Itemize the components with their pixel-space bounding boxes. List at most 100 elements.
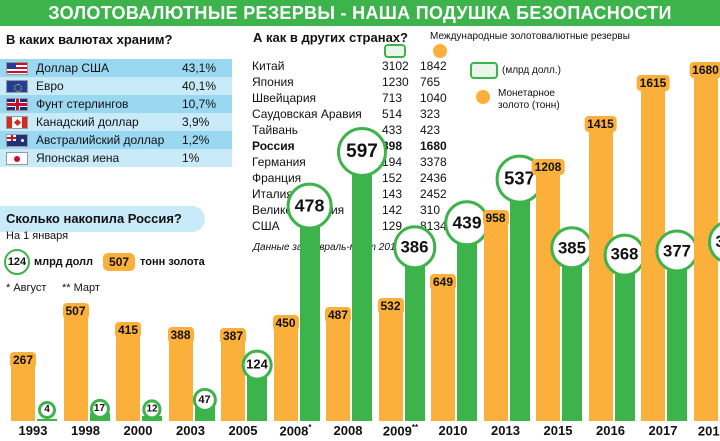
year-label-text: 2015 bbox=[543, 423, 573, 438]
year-label: 2015 bbox=[544, 423, 573, 438]
currency-name: Фунт стерлингов bbox=[36, 97, 129, 111]
world-legend-title: Международные золотовалютные резервы bbox=[430, 31, 630, 42]
russia-legend: 124 млрд долл 507 тонн золота bbox=[4, 249, 205, 275]
country-money: 398 bbox=[382, 139, 403, 153]
currency-share: 1% bbox=[182, 151, 200, 165]
country-gold: 2436 bbox=[420, 171, 447, 185]
gold-bar bbox=[168, 341, 193, 421]
gold-value-label: 388 bbox=[167, 327, 194, 344]
money-value-circle: 597 bbox=[337, 127, 387, 178]
country-gold: 323 bbox=[420, 107, 441, 121]
year-label: 2009** bbox=[383, 423, 418, 438]
currency-row: Доллар США 43,1% bbox=[0, 59, 232, 77]
world-heading: А как в других странах? bbox=[253, 30, 408, 45]
money-value-circle: 12 bbox=[142, 399, 162, 419]
money-bar bbox=[404, 247, 425, 421]
year-label: 2000 bbox=[124, 423, 153, 438]
currency-share: 43,1% bbox=[182, 61, 217, 75]
country-gold: 1040 bbox=[420, 91, 447, 105]
money-bar bbox=[562, 247, 582, 421]
currency-row: Австралийский доллар 1,2% bbox=[0, 131, 232, 149]
country-gold: 1842 bbox=[420, 59, 447, 73]
year-label: 1993 bbox=[19, 423, 48, 438]
year-label: 2008* bbox=[279, 423, 311, 438]
currency-share: 1,2% bbox=[182, 133, 210, 147]
eu-flag-icon bbox=[6, 79, 28, 93]
currency-name: Евро bbox=[36, 79, 64, 93]
currency-row: Евро 40,1% bbox=[0, 77, 232, 95]
gold-legend-pill: 507 bbox=[103, 253, 136, 271]
gold-value-label: 450 bbox=[272, 314, 299, 331]
source-note: Данные за февраль-март 2017 г. bbox=[253, 242, 412, 253]
gold-bar bbox=[273, 328, 298, 421]
money-bar bbox=[509, 179, 530, 421]
money-bar bbox=[37, 419, 57, 421]
legend-money-label: (млрд долл.) bbox=[502, 65, 561, 76]
russia-heading-band bbox=[0, 206, 205, 232]
year-label-text: 2013 bbox=[491, 423, 520, 438]
money-value-circle: 377 bbox=[655, 229, 699, 273]
currency-row: Канадский доллар 3,9% bbox=[0, 113, 232, 131]
year-label-mark: * bbox=[308, 423, 312, 432]
currency-row: Фунт стерлингов 10,7% bbox=[0, 95, 232, 113]
legend-gold-label: Монетарное золото (тонн) bbox=[498, 88, 560, 111]
world-row: Тайвань 433 423 bbox=[252, 122, 460, 138]
country-money: 194 bbox=[382, 155, 403, 169]
gold-coin-icon bbox=[433, 44, 447, 58]
gold-value-label: 507 bbox=[62, 302, 89, 319]
country-name: Швейцария bbox=[252, 91, 317, 105]
gold-value-label: 267 bbox=[9, 352, 37, 369]
uk-flag-icon bbox=[6, 97, 28, 111]
country-money: 129 bbox=[382, 219, 403, 233]
country-money: 713 bbox=[382, 91, 403, 105]
year-label-text: 1998 bbox=[71, 423, 100, 438]
world-row: Саудовская Аравия 514 323 bbox=[252, 106, 460, 122]
money-value-circle: 368 bbox=[603, 234, 646, 277]
country-name: Италия bbox=[252, 187, 293, 201]
country-name: Франция bbox=[252, 171, 302, 185]
money-bar bbox=[667, 251, 687, 421]
world-row: Китай 3102 1842 bbox=[252, 58, 460, 74]
country-name: Германия bbox=[252, 155, 306, 169]
money-legend-circle: 124 bbox=[4, 249, 30, 275]
money-legend-label: млрд долл bbox=[34, 256, 94, 268]
world-table: Китай 3102 1842 Япония 1230 765 Швейцария 713… bbox=[252, 58, 460, 234]
world-row: Италия 143 2452 bbox=[252, 186, 460, 202]
gold-value-label: 487 bbox=[324, 306, 352, 323]
currency-table: Доллар США 43,1% Евро 40,1% Фунт стерлин… bbox=[0, 59, 232, 167]
country-gold: 3378 bbox=[420, 155, 447, 169]
year-label: 2003 bbox=[176, 423, 205, 438]
world-row: Швейцария 713 1040 bbox=[252, 90, 460, 106]
gold-value-label: 532 bbox=[377, 297, 404, 314]
gold-coin-icon bbox=[476, 90, 490, 104]
money-icon bbox=[470, 62, 498, 79]
currency-row: Японская иена 1% bbox=[0, 149, 232, 167]
year-label: 2008 bbox=[334, 423, 363, 438]
gold-bar bbox=[116, 335, 140, 421]
currency-share: 10,7% bbox=[182, 97, 217, 111]
country-money: 142 bbox=[382, 203, 403, 217]
money-bar bbox=[299, 205, 320, 421]
country-money: 1230 bbox=[382, 75, 409, 89]
currency-name: Доллар США bbox=[36, 61, 110, 75]
country-name: Саудовская Аравия bbox=[252, 107, 362, 121]
world-row: Германия 194 3378 bbox=[252, 154, 460, 170]
gold-value-label: 1208 bbox=[531, 158, 565, 175]
gold-bar bbox=[326, 320, 350, 421]
year-label-text: 2008 bbox=[333, 423, 363, 438]
page-title: ЗОЛОТОВАЛЮТНЫЕ РЕЗЕРВЫ - НАША ПОДУШКА БЕ… bbox=[0, 0, 720, 26]
year-label-text: 1993 bbox=[18, 423, 48, 438]
note-march: ** Март bbox=[62, 282, 100, 294]
currencies-heading: В каких валютах храним? bbox=[6, 32, 173, 47]
country-gold: 1680 bbox=[420, 139, 447, 153]
year-label-text: 2016 bbox=[596, 423, 625, 438]
money-value-circle: 439 bbox=[444, 200, 490, 247]
year-label-text: 2017 bbox=[697, 423, 720, 439]
country-money: 152 bbox=[382, 171, 403, 185]
year-label-text: 2009 bbox=[382, 423, 412, 439]
money-bar bbox=[457, 223, 477, 421]
gold-bar bbox=[483, 224, 508, 421]
russia-heading: Сколько накопила Россия? bbox=[6, 211, 182, 226]
money-value-circle: 4 bbox=[38, 401, 56, 419]
currency-name: Канадский доллар bbox=[36, 115, 139, 129]
